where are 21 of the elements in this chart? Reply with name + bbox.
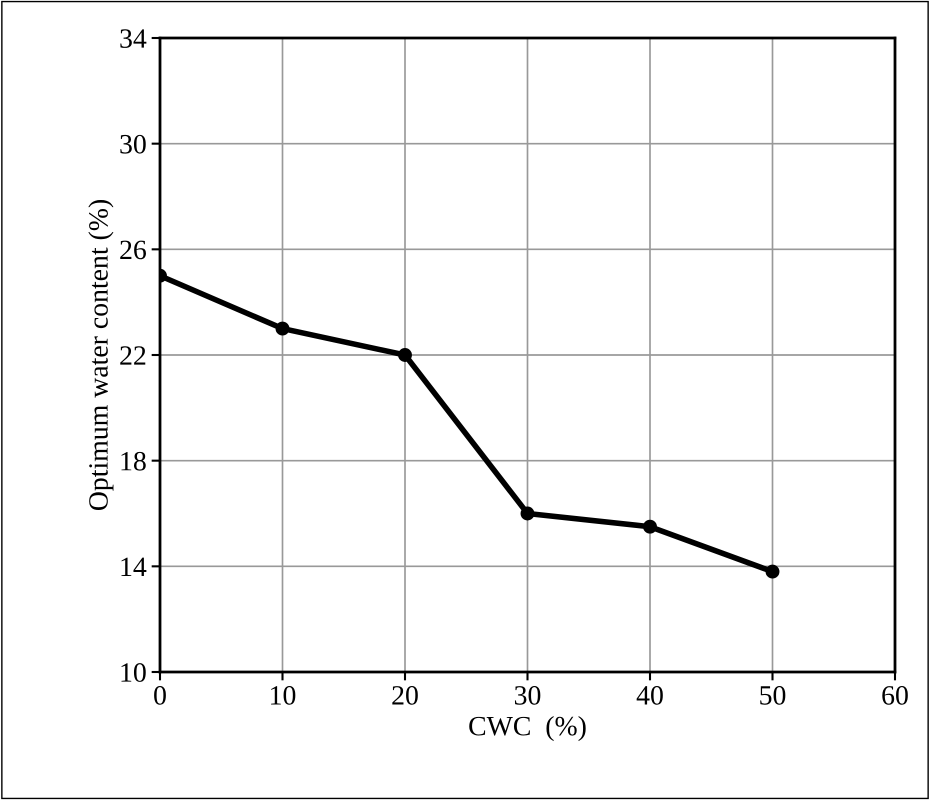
y-tick-label: 18 <box>121 452 146 471</box>
y-tick-label: 30 <box>120 134 146 154</box>
x-tick-label: 60 <box>882 686 908 705</box>
y-tick-label: 22 <box>120 346 146 365</box>
x-tick-label: 0 <box>154 686 166 705</box>
point <box>643 520 657 534</box>
x-tick-label: 50 <box>760 686 786 705</box>
point <box>276 322 290 336</box>
y-tick-label: 26 <box>120 240 146 260</box>
x-axis-title: CWC (%) <box>469 716 586 742</box>
x-tick-label: 20 <box>392 686 418 705</box>
x-tick-label: 30 <box>514 686 540 705</box>
point <box>766 564 780 579</box>
y-tick-label: 10 <box>121 663 146 682</box>
y-axis-title: Optimum water content (%) <box>88 200 114 510</box>
y-tick-label: 14 <box>121 558 146 576</box>
point <box>520 506 534 520</box>
x-tick-label: 10 <box>271 686 296 705</box>
y-tick-label: 34 <box>120 29 146 48</box>
x-tick-label: 40 <box>636 686 663 705</box>
point <box>398 348 412 362</box>
